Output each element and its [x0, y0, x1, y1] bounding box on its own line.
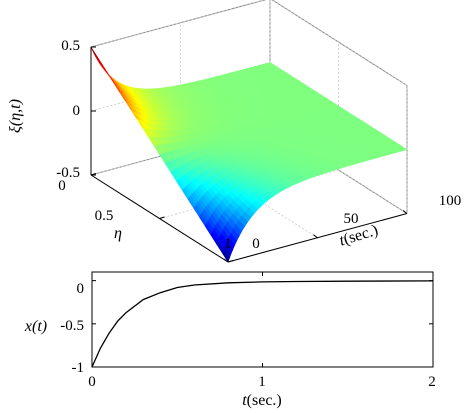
t-tick-label: 100 — [439, 193, 462, 209]
z-tick-label: -0.5 — [56, 165, 80, 181]
eta-tick — [159, 216, 165, 219]
box-edge — [90, 0, 267, 48]
series-line — [91, 280, 434, 368]
box-front-edges — [90, 46, 408, 263]
line-plot-frame — [91, 271, 434, 368]
x-axis-var: t — [242, 392, 247, 409]
y-tick-label: -0.5 — [60, 318, 84, 334]
y-axis-label: x(t) — [24, 318, 47, 335]
y-tick-label: -1 — [72, 360, 85, 376]
eta-tick — [227, 260, 234, 263]
eta-axis-label: η — [114, 225, 122, 242]
z-tick-label: 0.5 — [61, 38, 80, 54]
x-tick-label: 0 — [88, 374, 96, 390]
y-tick-label: 0 — [77, 281, 85, 297]
surface-plot: 0.5 0 -0.5 ξ(η,t) 0 0.5 1 η 0 50 100 t(s… — [7, 0, 462, 263]
x-tick-label: 2 — [428, 374, 436, 390]
t-tick — [313, 234, 318, 239]
x-tick-label: 1 — [258, 374, 266, 390]
grid-line — [90, 0, 266, 48]
x-axis-unit: (sec.) — [247, 392, 282, 409]
surface-patch — [90, 46, 98, 58]
grid-line — [271, 0, 408, 86]
surface-mesh — [90, 46, 408, 263]
eta-tick-label: 1 — [224, 236, 232, 252]
surface-patch — [102, 64, 109, 75]
t-axis-var: t — [337, 232, 347, 250]
z-tick-label: 0 — [73, 103, 81, 119]
t-tick-label: 50 — [344, 211, 359, 227]
t-tick — [223, 258, 229, 263]
eta-tick — [90, 173, 97, 176]
t-tick — [402, 210, 408, 214]
t-tick-label: 0 — [252, 236, 260, 252]
z-axis-label: ξ(η,t) — [7, 99, 24, 133]
x-axis-label: t(sec.) — [242, 392, 282, 409]
eta-tick-label: 0 — [58, 178, 66, 194]
surface-patch — [96, 55, 104, 66]
surface-patch — [221, 251, 229, 263]
grid-line — [269, 126, 408, 214]
line-plot: 0 -0.5 -1 x(t) 0 1 2 t(sec.) — [24, 271, 436, 409]
eta-tick-label: 0.5 — [95, 208, 114, 224]
